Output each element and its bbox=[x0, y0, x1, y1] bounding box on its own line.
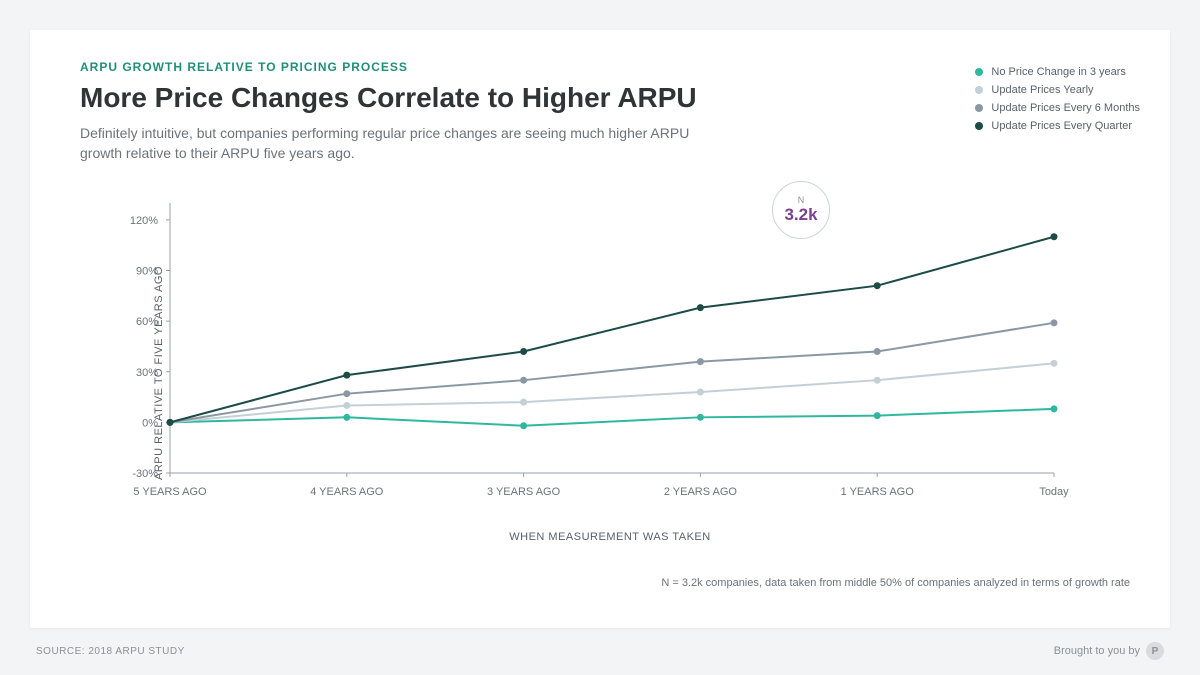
chart-card: ARPU GROWTH RELATIVE TO PRICING PROCESS … bbox=[30, 30, 1170, 628]
brand-logo-icon: P bbox=[1146, 642, 1164, 660]
x-axis-title: WHEN MEASUREMENT WAS TAKEN bbox=[80, 531, 1140, 543]
svg-text:4 YEARS AGO: 4 YEARS AGO bbox=[310, 486, 384, 498]
chart-subtitle: Definitely intuitive, but companies perf… bbox=[80, 124, 720, 163]
svg-text:120%: 120% bbox=[130, 215, 158, 227]
line-chart: -30%0%30%60%90%120%5 YEARS AGO4 YEARS AG… bbox=[80, 183, 1094, 523]
chart-area: ARPU RELATIVE TO FIVE YEARS AGO N 3.2k -… bbox=[80, 183, 1140, 563]
svg-text:5 YEARS AGO: 5 YEARS AGO bbox=[133, 486, 207, 498]
footnote: N = 3.2k companies, data taken from midd… bbox=[80, 577, 1140, 589]
legend-item: Update Prices Yearly bbox=[975, 84, 1140, 96]
sample-size-badge: N 3.2k bbox=[772, 181, 830, 239]
legend-label: Update Prices Every Quarter bbox=[991, 120, 1132, 132]
legend: No Price Change in 3 years Update Prices … bbox=[975, 66, 1140, 138]
y-axis-title: ARPU RELATIVE TO FIVE YEARS AGO bbox=[153, 266, 165, 480]
legend-label: No Price Change in 3 years bbox=[991, 66, 1126, 78]
n-label: N bbox=[798, 195, 805, 205]
legend-dot-icon bbox=[975, 86, 983, 94]
legend-dot-icon bbox=[975, 104, 983, 112]
legend-item: No Price Change in 3 years bbox=[975, 66, 1140, 78]
source-label: SOURCE: 2018 ARPU STUDY bbox=[36, 646, 185, 657]
legend-item: Update Prices Every 6 Months bbox=[975, 102, 1140, 114]
svg-text:Today: Today bbox=[1039, 486, 1069, 498]
svg-text:3 YEARS AGO: 3 YEARS AGO bbox=[487, 486, 561, 498]
legend-label: Update Prices Yearly bbox=[991, 84, 1093, 96]
brought-by-text: Brought to you by bbox=[1054, 645, 1140, 657]
n-value: 3.2k bbox=[784, 205, 817, 225]
footer-row: SOURCE: 2018 ARPU STUDY Brought to you b… bbox=[30, 642, 1170, 660]
legend-item: Update Prices Every Quarter bbox=[975, 120, 1140, 132]
svg-text:2 YEARS AGO: 2 YEARS AGO bbox=[664, 486, 738, 498]
legend-dot-icon bbox=[975, 68, 983, 76]
legend-dot-icon bbox=[975, 122, 983, 130]
svg-text:1 YEARS AGO: 1 YEARS AGO bbox=[841, 486, 915, 498]
legend-label: Update Prices Every 6 Months bbox=[991, 102, 1140, 114]
brought-by: Brought to you by P bbox=[1054, 642, 1164, 660]
